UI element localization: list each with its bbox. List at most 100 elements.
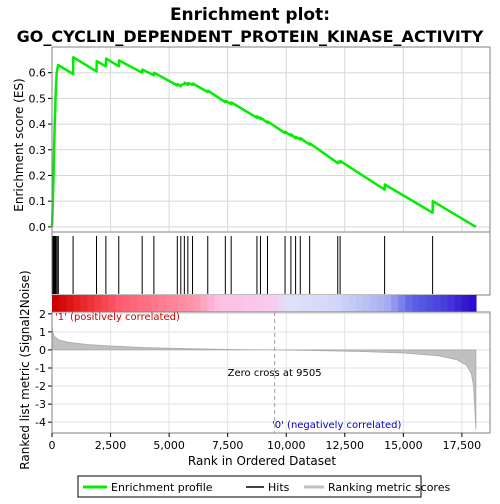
color-bar-segment (221, 295, 230, 312)
color-bar-segment (384, 295, 392, 312)
color-bar-segment (447, 295, 456, 312)
color-bar-segment (108, 295, 117, 312)
color-bar-segment (73, 295, 81, 312)
x-tick-label: 10,000 (267, 439, 306, 452)
color-bar-segment (377, 295, 385, 312)
color-bar-segment (405, 295, 413, 312)
es-y-tick-label: 0.1 (29, 195, 47, 208)
color-bar-segment (101, 295, 110, 312)
color-bar-segment (313, 295, 322, 312)
es-y-tick-label: 0.2 (29, 169, 47, 182)
color-bar-segment (129, 295, 138, 312)
color-bar-segment (348, 295, 357, 312)
color-bar-segment (263, 295, 272, 312)
color-bar-segment (419, 295, 428, 312)
color-bar-segment (122, 295, 131, 312)
positive-correlation-label: '1' (positively correlated) (55, 312, 180, 323)
color-bar-segment (94, 295, 103, 312)
chart-subtitle: GO_CYCLIN_DEPENDENT_PROTEIN_KINASE_ACTIV… (17, 27, 484, 46)
color-bar-segment (115, 295, 124, 312)
hits-area (51, 231, 491, 296)
color-bar-segment (66, 295, 74, 312)
color-bar-segment (306, 295, 315, 312)
es-y-tick-label: 0.6 (29, 67, 47, 80)
color-bar-segment (433, 295, 442, 312)
color-bar-segment (80, 295, 88, 312)
zero-cross-label: Zero cross at 9505 (228, 368, 322, 379)
color-bar-segment (320, 295, 329, 312)
color-bar-segment (249, 295, 258, 312)
color-bar-segment (242, 295, 251, 312)
color-bar-segment (292, 295, 300, 312)
es-y-tick-label: 0.5 (29, 92, 47, 105)
rank-color-bar (52, 295, 477, 312)
x-tick-label: 0 (49, 439, 56, 452)
color-bar-segment (355, 295, 364, 312)
color-bar-segment (207, 295, 216, 312)
rank-metric-panel: 2 1 0 -1 -2 -3 -4 Zero cross at 9505 '1' (positi… (35, 308, 491, 434)
negative-correlation-label: '0' (negatively correlated) (272, 420, 401, 431)
es-y-tick-label: 0.0 (29, 221, 47, 234)
rank-y-tick-label: -2 (35, 380, 46, 393)
color-bar-segment (468, 295, 477, 312)
color-bar-segment (87, 295, 95, 312)
es-y-tick-label: 0.3 (29, 144, 47, 157)
rank-plot-border (51, 311, 491, 434)
color-bar-segment (165, 295, 173, 312)
es-plot-area (52, 47, 490, 232)
color-bar-segment (136, 295, 145, 312)
es-y-axis-label: Enrichment score (ES) (12, 78, 26, 211)
x-tick-label: 2,500 (95, 439, 127, 452)
color-bar-segment (334, 295, 343, 312)
legend: Enrichment profile Hits Ranking metric sco… (77, 475, 450, 498)
legend-label: Ranking metric scores (328, 481, 450, 494)
x-axis-label: Rank in Ordered Dataset (188, 454, 336, 468)
es-y-tick-label: 0.4 (29, 118, 47, 131)
rank-y-tick-label: 1 (39, 326, 46, 339)
rank-y-axis-label: Ranked list metric (Signal2Noise) (18, 270, 32, 469)
color-bar-segment (412, 295, 421, 312)
color-bar-segment (179, 295, 187, 312)
legend-label: Hits (268, 481, 290, 494)
chart-title: Enrichment plot: (170, 5, 330, 25)
x-tick-label: 15,000 (384, 439, 423, 452)
color-bar-segment (440, 295, 449, 312)
color-bar-segment (235, 295, 244, 312)
ranking-metric-area (51, 326, 477, 430)
x-tick-label: 12,500 (326, 439, 365, 452)
color-bar-segment (186, 295, 194, 312)
color-bar-segment (200, 295, 209, 312)
color-bar-segment (398, 295, 406, 312)
hits-panel (51, 231, 491, 296)
color-bar-segment (143, 295, 152, 312)
color-bar-segment (150, 295, 159, 312)
color-bar-segment (59, 295, 67, 312)
color-bar-segment (454, 295, 463, 312)
color-bar-segment (256, 295, 265, 312)
rank-y-tick-label: -1 (35, 362, 46, 375)
color-bar-segment (426, 295, 435, 312)
color-bar-segment (214, 295, 223, 312)
rank-y-tick-label: -3 (35, 398, 46, 411)
color-bar-segment (341, 295, 350, 312)
enrichment-profile-line (50, 56, 477, 228)
x-tick-label: 7,500 (212, 439, 244, 452)
color-bar-segment (461, 295, 470, 312)
legend-label: Enrichment profile (111, 481, 213, 494)
color-bar-segment (369, 295, 378, 312)
color-bar-segment (172, 295, 180, 312)
color-bar-segment (285, 295, 293, 312)
es-panel: 0.0 0.1 0.2 0.3 0.4 0.5 0.6 (29, 46, 491, 234)
rank-y-tick-label: 2 (39, 308, 46, 321)
color-bar-segment (52, 295, 60, 312)
color-bar-segment (327, 295, 336, 312)
rank-y-tick-label: 0 (39, 344, 46, 357)
color-bar-segment (391, 295, 399, 312)
x-axis: 0 2,500 5,000 7,500 10,000 12,500 15,000 17,500 (49, 433, 481, 452)
color-bar-segment (362, 295, 371, 312)
x-tick-label: 5,000 (153, 439, 185, 452)
rank-y-tick-label: -4 (35, 416, 46, 429)
color-bar-segment (278, 295, 286, 312)
